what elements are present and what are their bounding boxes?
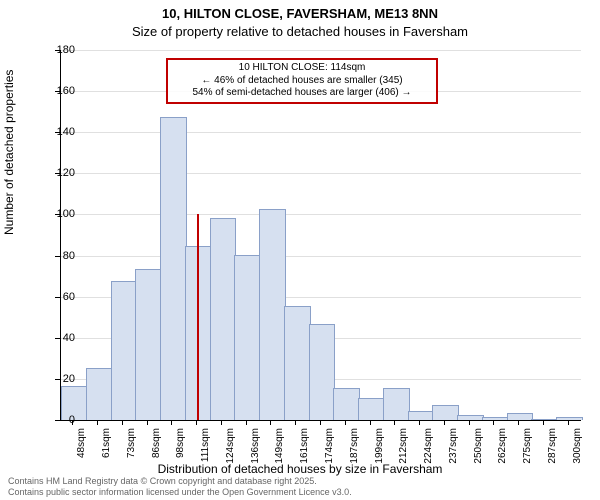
x-tick-label: 287sqm xyxy=(547,428,558,464)
x-tick-label: 124sqm xyxy=(225,428,236,464)
histogram-bar xyxy=(86,368,113,420)
x-tick xyxy=(295,420,296,425)
annotation-line-3: 54% of semi-detached houses are larger (… xyxy=(172,87,432,100)
x-tick xyxy=(97,420,98,425)
y-tick-label: 20 xyxy=(45,373,75,385)
gridline xyxy=(61,132,581,133)
x-tick xyxy=(419,420,420,425)
x-tick-label: 262sqm xyxy=(497,428,508,464)
footer-line1: Contains HM Land Registry data © Crown c… xyxy=(8,476,352,487)
y-tick-label: 120 xyxy=(45,167,75,179)
gridline xyxy=(61,173,581,174)
gridline xyxy=(61,214,581,215)
histogram-bar xyxy=(210,218,237,420)
footer-attribution: Contains HM Land Registry data © Crown c… xyxy=(8,476,352,499)
histogram-bar xyxy=(284,306,311,420)
annotation-box: 10 HILTON CLOSE: 114sqm← 46% of detached… xyxy=(166,58,438,104)
x-tick-label: 300sqm xyxy=(572,428,583,464)
x-tick xyxy=(196,420,197,425)
annotation-line-1: 10 HILTON CLOSE: 114sqm xyxy=(172,62,432,75)
x-tick xyxy=(370,420,371,425)
histogram-bar xyxy=(135,269,162,420)
x-tick xyxy=(394,420,395,425)
chart-title-line2: Size of property relative to detached ho… xyxy=(0,24,600,39)
x-tick-label: 98sqm xyxy=(175,428,186,458)
histogram-bar xyxy=(259,209,286,420)
gridline xyxy=(61,256,581,257)
x-tick xyxy=(171,420,172,425)
x-tick xyxy=(147,420,148,425)
property-marker-line xyxy=(197,214,199,420)
histogram-bar xyxy=(408,411,435,420)
x-tick-label: 250sqm xyxy=(473,428,484,464)
y-tick-label: 140 xyxy=(45,126,75,138)
gridline xyxy=(61,50,581,51)
x-tick xyxy=(72,420,73,425)
x-tick-label: 73sqm xyxy=(126,428,137,458)
y-tick-label: 180 xyxy=(45,44,75,56)
histogram-bar xyxy=(482,417,509,420)
histogram-bar xyxy=(432,405,459,420)
x-tick xyxy=(246,420,247,425)
x-tick xyxy=(518,420,519,425)
x-tick xyxy=(444,420,445,425)
x-tick-label: 187sqm xyxy=(349,428,360,464)
x-tick xyxy=(122,420,123,425)
chart-title-line1: 10, HILTON CLOSE, FAVERSHAM, ME13 8NN xyxy=(0,6,600,21)
histogram-bar xyxy=(457,415,484,420)
plot-area: 10 HILTON CLOSE: 114sqm← 46% of detached… xyxy=(60,50,581,421)
y-tick-label: 100 xyxy=(45,208,75,220)
x-tick xyxy=(568,420,569,425)
x-tick xyxy=(469,420,470,425)
histogram-bar xyxy=(309,324,336,420)
footer-line2: Contains public sector information licen… xyxy=(8,487,352,498)
histogram-bar xyxy=(531,419,558,420)
histogram-bar xyxy=(507,413,534,420)
x-tick-label: 199sqm xyxy=(374,428,385,464)
x-tick-label: 224sqm xyxy=(423,428,434,464)
annotation-line-2: ← 46% of detached houses are smaller (34… xyxy=(172,75,432,88)
x-tick-label: 174sqm xyxy=(324,428,335,464)
x-axis-label: Distribution of detached houses by size … xyxy=(0,462,600,476)
x-tick-label: 161sqm xyxy=(299,428,310,464)
histogram-bar xyxy=(358,398,385,420)
x-tick xyxy=(221,420,222,425)
x-tick xyxy=(270,420,271,425)
x-tick-label: 149sqm xyxy=(274,428,285,464)
x-tick-label: 86sqm xyxy=(151,428,162,458)
histogram-bar xyxy=(234,255,261,420)
x-tick-label: 275sqm xyxy=(522,428,533,464)
y-tick-label: 80 xyxy=(45,250,75,262)
y-tick-label: 60 xyxy=(45,291,75,303)
histogram-bar xyxy=(160,117,187,420)
y-tick-label: 40 xyxy=(45,332,75,344)
x-tick-label: 212sqm xyxy=(398,428,409,464)
y-tick-label: 0 xyxy=(45,414,75,426)
x-tick-label: 237sqm xyxy=(448,428,459,464)
x-tick xyxy=(493,420,494,425)
x-tick-label: 61sqm xyxy=(101,428,112,458)
x-tick-label: 111sqm xyxy=(200,428,211,462)
x-tick-label: 48sqm xyxy=(76,428,87,458)
chart-container: 10, HILTON CLOSE, FAVERSHAM, ME13 8NN Si… xyxy=(0,0,600,500)
histogram-bar xyxy=(556,417,583,420)
x-tick-label: 136sqm xyxy=(250,428,261,464)
histogram-bar xyxy=(111,281,138,420)
histogram-bar xyxy=(383,388,410,420)
x-tick xyxy=(543,420,544,425)
y-axis-label: Number of detached properties xyxy=(2,70,16,235)
x-tick xyxy=(320,420,321,425)
histogram-bar xyxy=(333,388,360,420)
y-tick-label: 160 xyxy=(45,85,75,97)
x-tick xyxy=(345,420,346,425)
